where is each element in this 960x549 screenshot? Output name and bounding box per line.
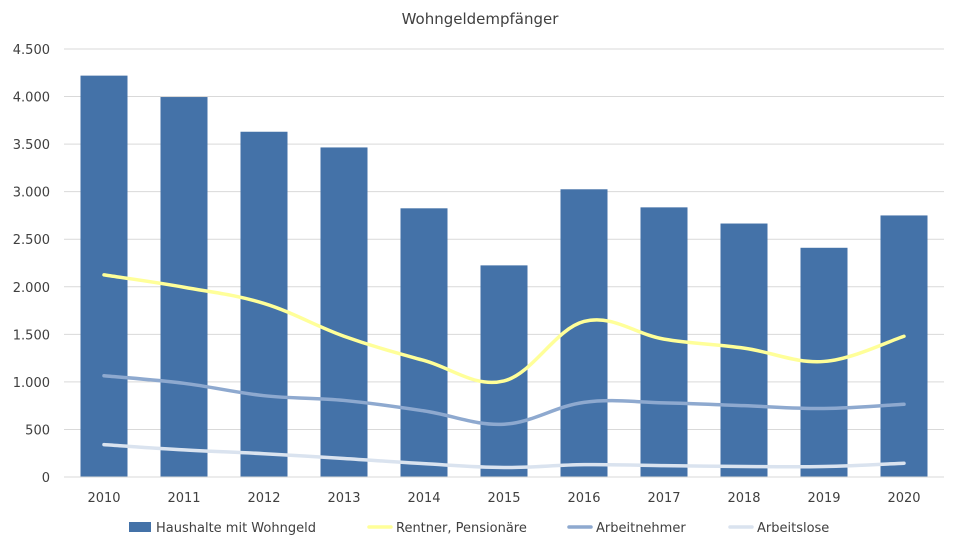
bar	[560, 189, 608, 478]
legend: Haushalte mit Wohngeld Rentner, Pensionär…	[129, 521, 829, 536]
legend-label: Arbeitslose	[757, 521, 829, 536]
x-tick-label: 2015	[487, 491, 520, 506]
x-tick-label: 2019	[807, 491, 840, 506]
x-axis: 2010 2011 2012 2013 2014 2015 2016 2017 2018 2019…	[64, 476, 944, 506]
y-tick-label: 1.000	[13, 376, 50, 391]
x-tick-label: 2016	[567, 491, 600, 506]
x-tick-label: 2010	[87, 491, 120, 506]
x-tick-label: 2011	[167, 491, 200, 506]
y-tick-label: 0	[42, 471, 50, 486]
y-tick-label: 1.500	[13, 328, 50, 343]
y-tick-label: 2.000	[13, 281, 50, 296]
series-line	[102, 273, 906, 385]
y-tick-label: 2.500	[13, 233, 50, 248]
chart-title: Wohngeldempfänger	[402, 10, 560, 28]
y-tick-label: 500	[25, 423, 50, 438]
legend-label: Rentner, Pensionäre	[396, 521, 527, 536]
x-tick-label: 2014	[407, 491, 440, 506]
x-tick-label: 2012	[247, 491, 280, 506]
bar	[480, 265, 528, 477]
legend-label: Arbeitnehmer	[596, 521, 686, 536]
x-tick-label: 2013	[327, 491, 360, 506]
legend-label: Haushalte mit Wohngeld	[156, 521, 316, 536]
series-line	[102, 373, 906, 427]
bar-series	[80, 75, 928, 478]
bar	[400, 208, 448, 478]
legend-swatch	[129, 522, 151, 532]
y-tick-label: 3.000	[13, 186, 50, 201]
y-tick-label: 3.500	[13, 138, 50, 153]
x-tick-label: 2018	[727, 491, 760, 506]
line-series	[102, 273, 906, 470]
bar	[320, 147, 368, 477]
bar	[880, 215, 928, 477]
y-tick-label: 4.000	[13, 91, 50, 106]
y-axis: 0 500 1.000 1.500 2.000 2.500 3.000 3.500 4.000 4…	[13, 43, 50, 486]
x-tick-label: 2020	[887, 491, 920, 506]
y-tick-label: 4.500	[13, 43, 50, 58]
x-tick-label: 2017	[647, 491, 680, 506]
